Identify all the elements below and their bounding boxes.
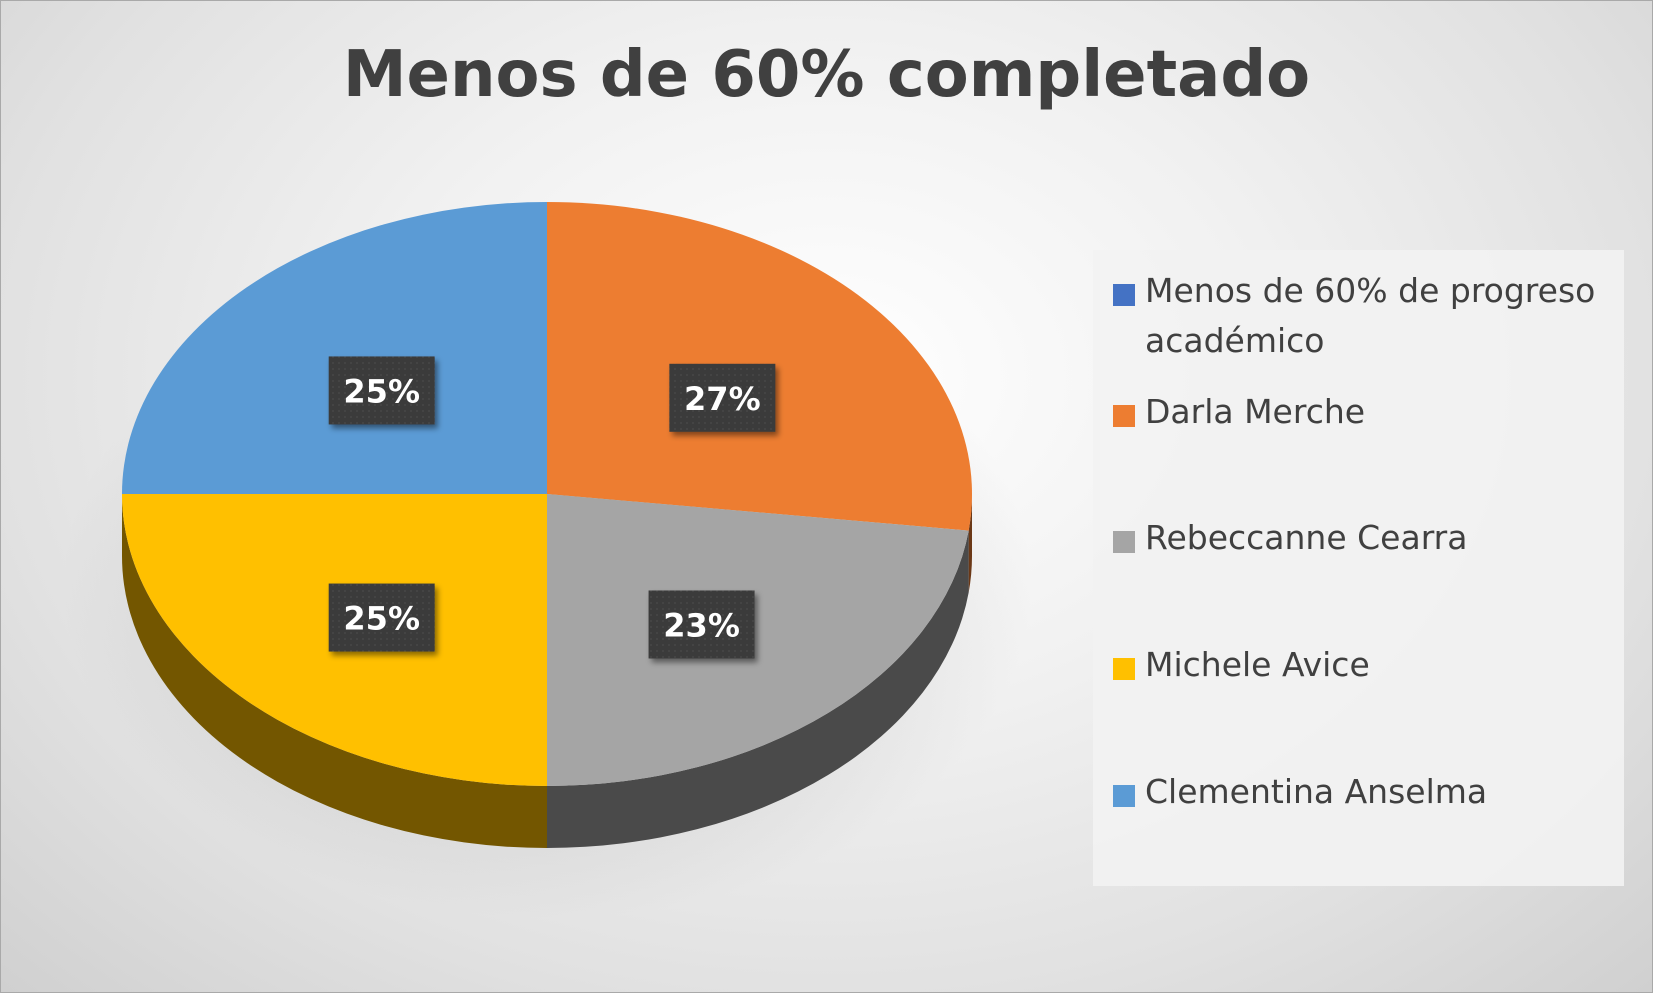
legend-item: Michele Avice (1113, 640, 1613, 690)
data-label-text: 27% (684, 380, 761, 418)
pie-slice (122, 202, 547, 494)
legend-label: Michele Avice (1145, 645, 1370, 684)
legend-label: Darla Merche (1145, 392, 1366, 431)
data-label-box (669, 363, 776, 432)
legend: Menos de 60% de progreso académico Darla… (1093, 250, 1624, 886)
data-label-box (328, 583, 435, 652)
data-label-text: 25% (343, 372, 420, 410)
legend-item: Darla Merche (1113, 387, 1613, 437)
data-label: 25% (328, 356, 435, 425)
legend-item: Clementina Anselma (1113, 767, 1613, 817)
legend-label: Menos de 60% de progreso académico (1145, 271, 1596, 360)
data-label: 25% (328, 583, 435, 652)
data-label: 27% (669, 363, 776, 432)
legend-swatch (1113, 785, 1135, 807)
legend-label: Rebeccanne Cearra (1145, 518, 1468, 557)
data-label: 23% (648, 590, 755, 659)
legend-label: Clementina Anselma (1145, 772, 1488, 811)
pie-slice-side (122, 494, 547, 848)
legend-swatch (1113, 658, 1135, 680)
pie-slice (547, 494, 969, 786)
pie-slice-side (968, 494, 972, 593)
chart-title: Menos de 60% completado (342, 38, 1311, 112)
legend-swatch (1113, 284, 1135, 306)
data-label-box (328, 356, 435, 425)
data-label-text: 23% (663, 606, 740, 644)
legend-item: Menos de 60% de progreso académico (1113, 266, 1613, 366)
legend-swatch (1113, 531, 1135, 553)
data-label-text: 25% (343, 600, 420, 638)
data-label-box (648, 590, 755, 659)
legend-swatch (1113, 405, 1135, 427)
legend-item: Rebeccanne Cearra (1113, 513, 1613, 563)
pie-slice-side (547, 530, 969, 848)
